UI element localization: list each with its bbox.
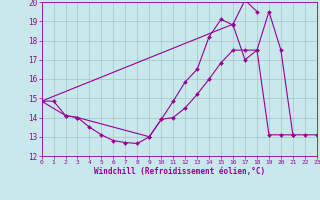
X-axis label: Windchill (Refroidissement éolien,°C): Windchill (Refroidissement éolien,°C) [94, 167, 265, 176]
